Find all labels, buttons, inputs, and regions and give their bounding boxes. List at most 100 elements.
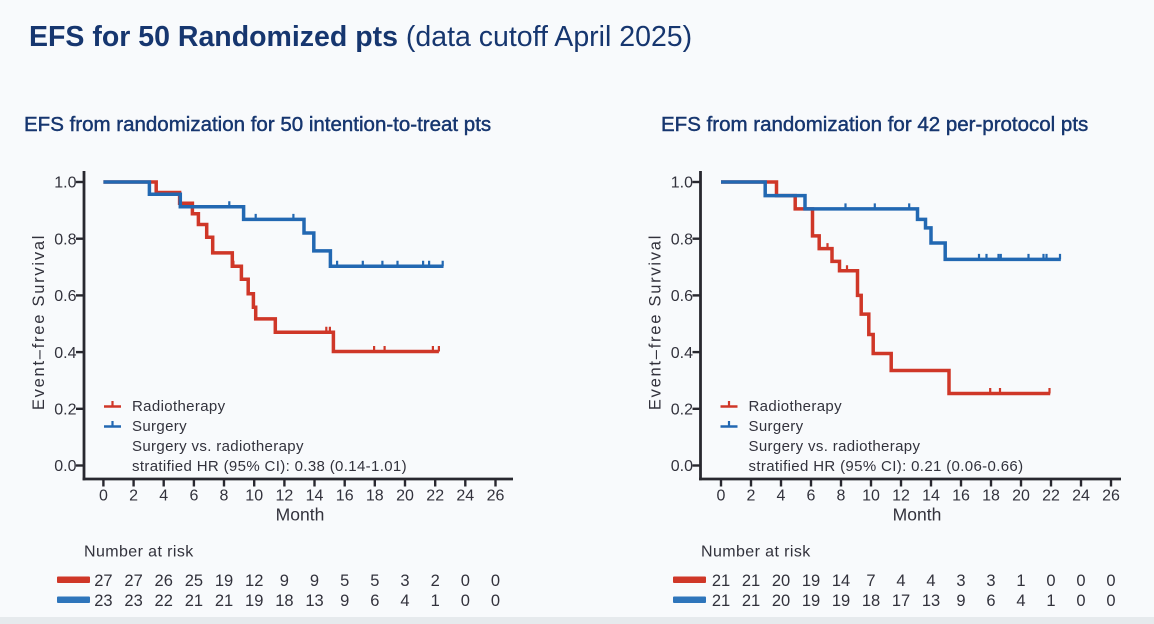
svg-text:0.4: 0.4 [54, 345, 76, 362]
svg-text:6: 6 [807, 488, 816, 505]
svg-text:Event–free Survival: Event–free Survival [647, 234, 665, 410]
svg-text:19: 19 [802, 572, 820, 590]
svg-text:20: 20 [1012, 488, 1030, 505]
svg-text:Surgery: Surgery [132, 418, 187, 435]
svg-text:0.2: 0.2 [671, 402, 693, 419]
svg-text:Radiotherapy: Radiotherapy [132, 398, 226, 415]
svg-text:EFS from randomization for 42: EFS from randomization for 42 per-protoc… [661, 113, 1088, 136]
svg-text:13: 13 [305, 592, 323, 610]
svg-text:0.0: 0.0 [671, 458, 693, 475]
svg-text:6: 6 [370, 592, 379, 610]
svg-text:18: 18 [366, 488, 384, 505]
svg-text:0: 0 [491, 592, 500, 610]
svg-text:19: 19 [245, 592, 263, 610]
svg-text:0.4: 0.4 [671, 345, 693, 362]
svg-text:14: 14 [306, 488, 324, 505]
svg-text:9: 9 [310, 572, 319, 590]
svg-text:Month: Month [893, 505, 942, 525]
svg-text:18: 18 [862, 592, 880, 610]
svg-text:0: 0 [1076, 592, 1085, 610]
svg-text:22: 22 [155, 592, 173, 610]
svg-text:10: 10 [862, 488, 880, 505]
svg-text:4: 4 [896, 572, 905, 590]
svg-text:16: 16 [952, 488, 970, 505]
svg-text:16: 16 [336, 488, 354, 505]
svg-text:0.8: 0.8 [671, 231, 693, 248]
svg-text:4: 4 [159, 488, 168, 505]
svg-text:21: 21 [215, 592, 233, 610]
svg-text:7: 7 [866, 572, 875, 590]
svg-text:Number at risk: Number at risk [84, 544, 194, 561]
svg-text:0: 0 [461, 592, 470, 610]
svg-text:22: 22 [426, 488, 444, 505]
svg-text:stratified HR (95% CI): 0.38 (: stratified HR (95% CI): 0.38 (0.14-1.01) [132, 458, 407, 475]
svg-text:10: 10 [245, 488, 263, 505]
svg-text:21: 21 [742, 572, 760, 590]
svg-text:18: 18 [275, 592, 293, 610]
svg-text:21: 21 [712, 592, 730, 610]
svg-text:0.6: 0.6 [671, 288, 693, 305]
svg-text:20: 20 [396, 488, 414, 505]
svg-text:3: 3 [956, 572, 965, 590]
svg-text:0.0: 0.0 [54, 458, 76, 475]
svg-text:24: 24 [1072, 488, 1090, 505]
svg-text:23: 23 [124, 592, 142, 610]
svg-text:22: 22 [1042, 488, 1060, 505]
svg-text:4: 4 [400, 592, 409, 610]
svg-text:12: 12 [892, 488, 910, 505]
svg-text:9: 9 [340, 592, 349, 610]
svg-text:19: 19 [802, 592, 820, 610]
svg-text:0: 0 [1106, 572, 1115, 590]
svg-text:0: 0 [99, 488, 108, 505]
svg-text:2: 2 [747, 488, 756, 505]
svg-text:1: 1 [1046, 592, 1055, 610]
svg-text:24: 24 [456, 488, 474, 505]
svg-text:8: 8 [220, 488, 229, 505]
svg-text:3: 3 [986, 572, 995, 590]
svg-text:8: 8 [837, 488, 846, 505]
svg-text:20: 20 [772, 572, 790, 590]
svg-text:27: 27 [124, 572, 142, 590]
svg-text:25: 25 [185, 572, 203, 590]
svg-text:27: 27 [94, 572, 112, 590]
svg-text:1.0: 1.0 [671, 175, 693, 192]
svg-text:0: 0 [717, 488, 726, 505]
svg-text:9: 9 [280, 572, 289, 590]
svg-text:14: 14 [922, 488, 940, 505]
svg-text:4: 4 [1016, 592, 1025, 610]
svg-text:20: 20 [772, 592, 790, 610]
svg-text:18: 18 [982, 488, 1000, 505]
svg-text:0.8: 0.8 [54, 231, 76, 248]
svg-text:0: 0 [461, 572, 470, 590]
svg-text:1.0: 1.0 [54, 175, 76, 192]
svg-text:0: 0 [1076, 572, 1085, 590]
svg-text:0.2: 0.2 [54, 402, 76, 419]
svg-text:Surgery vs. radiotherapy: Surgery vs. radiotherapy [749, 438, 921, 455]
svg-text:5: 5 [340, 572, 349, 590]
svg-text:21: 21 [185, 592, 203, 610]
svg-text:13: 13 [922, 592, 940, 610]
svg-text:0: 0 [1106, 592, 1115, 610]
svg-text:Radiotherapy: Radiotherapy [749, 398, 843, 415]
svg-text:12: 12 [276, 488, 294, 505]
svg-text:26: 26 [1102, 488, 1120, 505]
svg-text:0: 0 [491, 572, 500, 590]
svg-text:EFS for 50 Randomized pts (dat: EFS for 50 Randomized pts (data cutoff A… [29, 21, 692, 53]
svg-text:5: 5 [370, 572, 379, 590]
svg-text:Number at risk: Number at risk [701, 544, 811, 561]
svg-text:1: 1 [1016, 572, 1025, 590]
svg-text:stratified HR (95% CI): 0.21 (: stratified HR (95% CI): 0.21 (0.06-0.66) [749, 458, 1024, 475]
svg-text:6: 6 [189, 488, 198, 505]
svg-text:4: 4 [777, 488, 786, 505]
svg-text:0.6: 0.6 [54, 288, 76, 305]
svg-text:14: 14 [832, 572, 850, 590]
svg-text:EFS from randomization for 50: EFS from randomization for 50 intention-… [24, 113, 491, 136]
svg-text:19: 19 [215, 572, 233, 590]
svg-text:1: 1 [431, 592, 440, 610]
svg-text:6: 6 [986, 592, 995, 610]
svg-text:Event–free Survival: Event–free Survival [30, 234, 48, 410]
svg-text:9: 9 [956, 592, 965, 610]
svg-text:23: 23 [94, 592, 112, 610]
svg-text:Surgery vs. radiotherapy: Surgery vs. radiotherapy [132, 438, 304, 455]
svg-text:3: 3 [400, 572, 409, 590]
